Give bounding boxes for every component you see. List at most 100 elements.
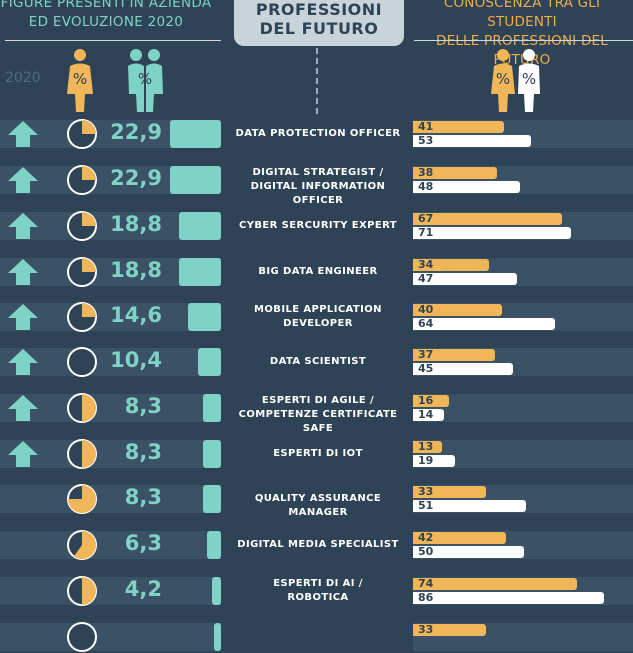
right-header-line1: CONOSCENZA TRA GLI STUDENTI xyxy=(443,0,601,30)
female-knowledge-bar xyxy=(413,121,505,133)
female-knowledge-bar xyxy=(413,486,487,498)
profession-label: BIG DATA ENGINEER xyxy=(226,265,410,279)
company-presence-bar xyxy=(197,348,221,376)
company-presence-value: 18,8 xyxy=(110,258,162,282)
female-knowledge-bar xyxy=(413,349,496,361)
company-presence-value: 22,9 xyxy=(110,120,162,144)
company-presence-bar xyxy=(188,303,221,331)
profession-label-line: DEVELOPER xyxy=(283,318,353,329)
year-label: 2020 xyxy=(5,70,41,86)
pie-clock-icon xyxy=(67,211,97,241)
male-knowledge-bar xyxy=(413,227,571,239)
company-presence-value: 8,3 xyxy=(124,394,162,418)
female-knowledge-value: 74 xyxy=(418,577,434,590)
male-knowledge-bar xyxy=(413,273,518,285)
up-arrow-icon xyxy=(8,304,38,330)
profession-label: ESPERTI DI AI / ROBOTICA xyxy=(226,577,410,605)
pie-clock-icon xyxy=(67,119,97,149)
company-presence-value: 8,3 xyxy=(124,485,162,509)
company-presence-bar xyxy=(170,166,221,194)
male-knowledge-bar xyxy=(413,546,525,558)
male-knowledge-value: 45 xyxy=(418,362,434,375)
male-knowledge-bar xyxy=(413,409,445,421)
profession-label: CYBER SERCURITY EXPERT xyxy=(226,219,410,233)
profession-label: DIGITAL MEDIA SPECIALIST xyxy=(226,538,410,552)
left-header-title: FIGURE PRESENTI IN AZIENDA ED EVOLUZIONE… xyxy=(0,0,212,32)
company-presence-bar xyxy=(202,440,221,468)
couple-person-icon: % xyxy=(128,49,163,112)
male-knowledge-value: 47 xyxy=(418,272,434,285)
company-presence-bar xyxy=(202,394,221,422)
profession-label: QUALITY ASSURANCE MANAGER xyxy=(226,492,410,520)
male-knowledge-bar xyxy=(413,363,513,375)
male-knowledge-bar xyxy=(413,500,527,512)
up-arrow-icon xyxy=(8,395,38,421)
female-knowledge-value: 33 xyxy=(418,485,434,498)
left-header-line2: ED EVOLUZIONE 2020 xyxy=(28,14,184,30)
profession-label-line: ROBOTICA xyxy=(287,592,349,603)
row-band-left xyxy=(0,531,221,559)
female-knowledge-bar xyxy=(413,259,489,271)
profession-label: DATA PROTECTION OFFICER xyxy=(226,127,410,141)
profession-label-line: DATA SCIENTIST xyxy=(269,356,367,367)
profession-label-line: ESPERTI DI AI / xyxy=(273,578,363,589)
left-header-line1: FIGURE PRESENTI IN AZIENDA xyxy=(0,0,212,11)
male-knowledge-value: 71 xyxy=(418,226,434,239)
company-presence-bar xyxy=(179,258,221,286)
female-knowledge-value: 40 xyxy=(418,303,434,316)
pie-clock-icon xyxy=(67,439,97,469)
female-knowledge-bar xyxy=(413,213,562,225)
company-presence-value: 18,8 xyxy=(110,212,162,236)
male-knowledge-value: 51 xyxy=(418,499,434,512)
profession-label-line: DIGITAL MEDIA SPECIALIST xyxy=(237,539,399,550)
male-knowledge-bar xyxy=(413,592,604,604)
male-knowledge-bar xyxy=(413,181,520,193)
female-knowledge-value: 67 xyxy=(418,212,434,225)
profession-label: MOBILE APPLICATION DEVELOPER xyxy=(226,303,410,331)
female-person-icon: % xyxy=(67,49,93,112)
company-presence-bar xyxy=(211,577,221,605)
profession-label: DATA SCIENTIST xyxy=(226,355,410,369)
male-knowledge-bar xyxy=(413,318,556,330)
company-presence-bar xyxy=(202,485,221,513)
row-band-left xyxy=(0,485,221,513)
male-knowledge-value: 50 xyxy=(418,545,434,558)
profession-label-line: COMPETENZE CERTIFICATE SAFE xyxy=(238,409,398,434)
female-knowledge-bar xyxy=(413,395,449,407)
pie-clock-icon xyxy=(67,576,97,606)
company-presence-value: 10,4 xyxy=(110,348,162,372)
male-knowledge-value: 48 xyxy=(418,180,434,193)
row-band-left xyxy=(0,623,221,651)
profession-label-line: DIGITAL STRATEGIST / xyxy=(252,167,384,178)
female-pct-symbol: % xyxy=(73,70,87,88)
pie-clock-icon xyxy=(67,302,97,332)
female-knowledge-bar xyxy=(413,441,442,453)
pie-clock-icon xyxy=(67,530,97,560)
profession-label-line: DATA PROTECTION OFFICER xyxy=(235,128,401,139)
male-knowledge-value: 19 xyxy=(418,454,434,467)
row-band-left xyxy=(0,577,221,605)
up-arrow-icon xyxy=(8,259,38,285)
female-knowledge-bar xyxy=(413,532,507,544)
company-presence-bar xyxy=(214,623,221,651)
right-header-rule xyxy=(414,40,633,41)
female-knowledge-value: 38 xyxy=(418,166,434,179)
company-presence-value: 22,9 xyxy=(110,166,162,190)
left-header-rule xyxy=(5,40,221,41)
female-knowledge-value: 16 xyxy=(418,394,434,407)
male-knowledge-value: 53 xyxy=(418,134,434,147)
pie-clock-icon xyxy=(67,165,97,195)
profession-label-line: ESPERTI DI AGILE / xyxy=(261,395,375,406)
pie-clock-icon xyxy=(67,257,97,287)
female-student-pct: % xyxy=(496,70,510,88)
female-knowledge-value: 33 xyxy=(418,623,434,636)
male-student-icon: % xyxy=(518,49,540,112)
up-arrow-icon xyxy=(8,121,38,147)
female-knowledge-value: 42 xyxy=(418,531,434,544)
male-knowledge-value: 14 xyxy=(418,408,434,421)
female-knowledge-value: 34 xyxy=(418,258,434,271)
female-knowledge-value: 13 xyxy=(418,440,434,453)
couple-pct-symbol: % xyxy=(138,70,152,88)
profession-label: ESPERTI DI AGILE / COMPETENZE CERTIFICATE… xyxy=(226,394,410,436)
profession-label-line: MOBILE APPLICATION xyxy=(254,304,382,315)
